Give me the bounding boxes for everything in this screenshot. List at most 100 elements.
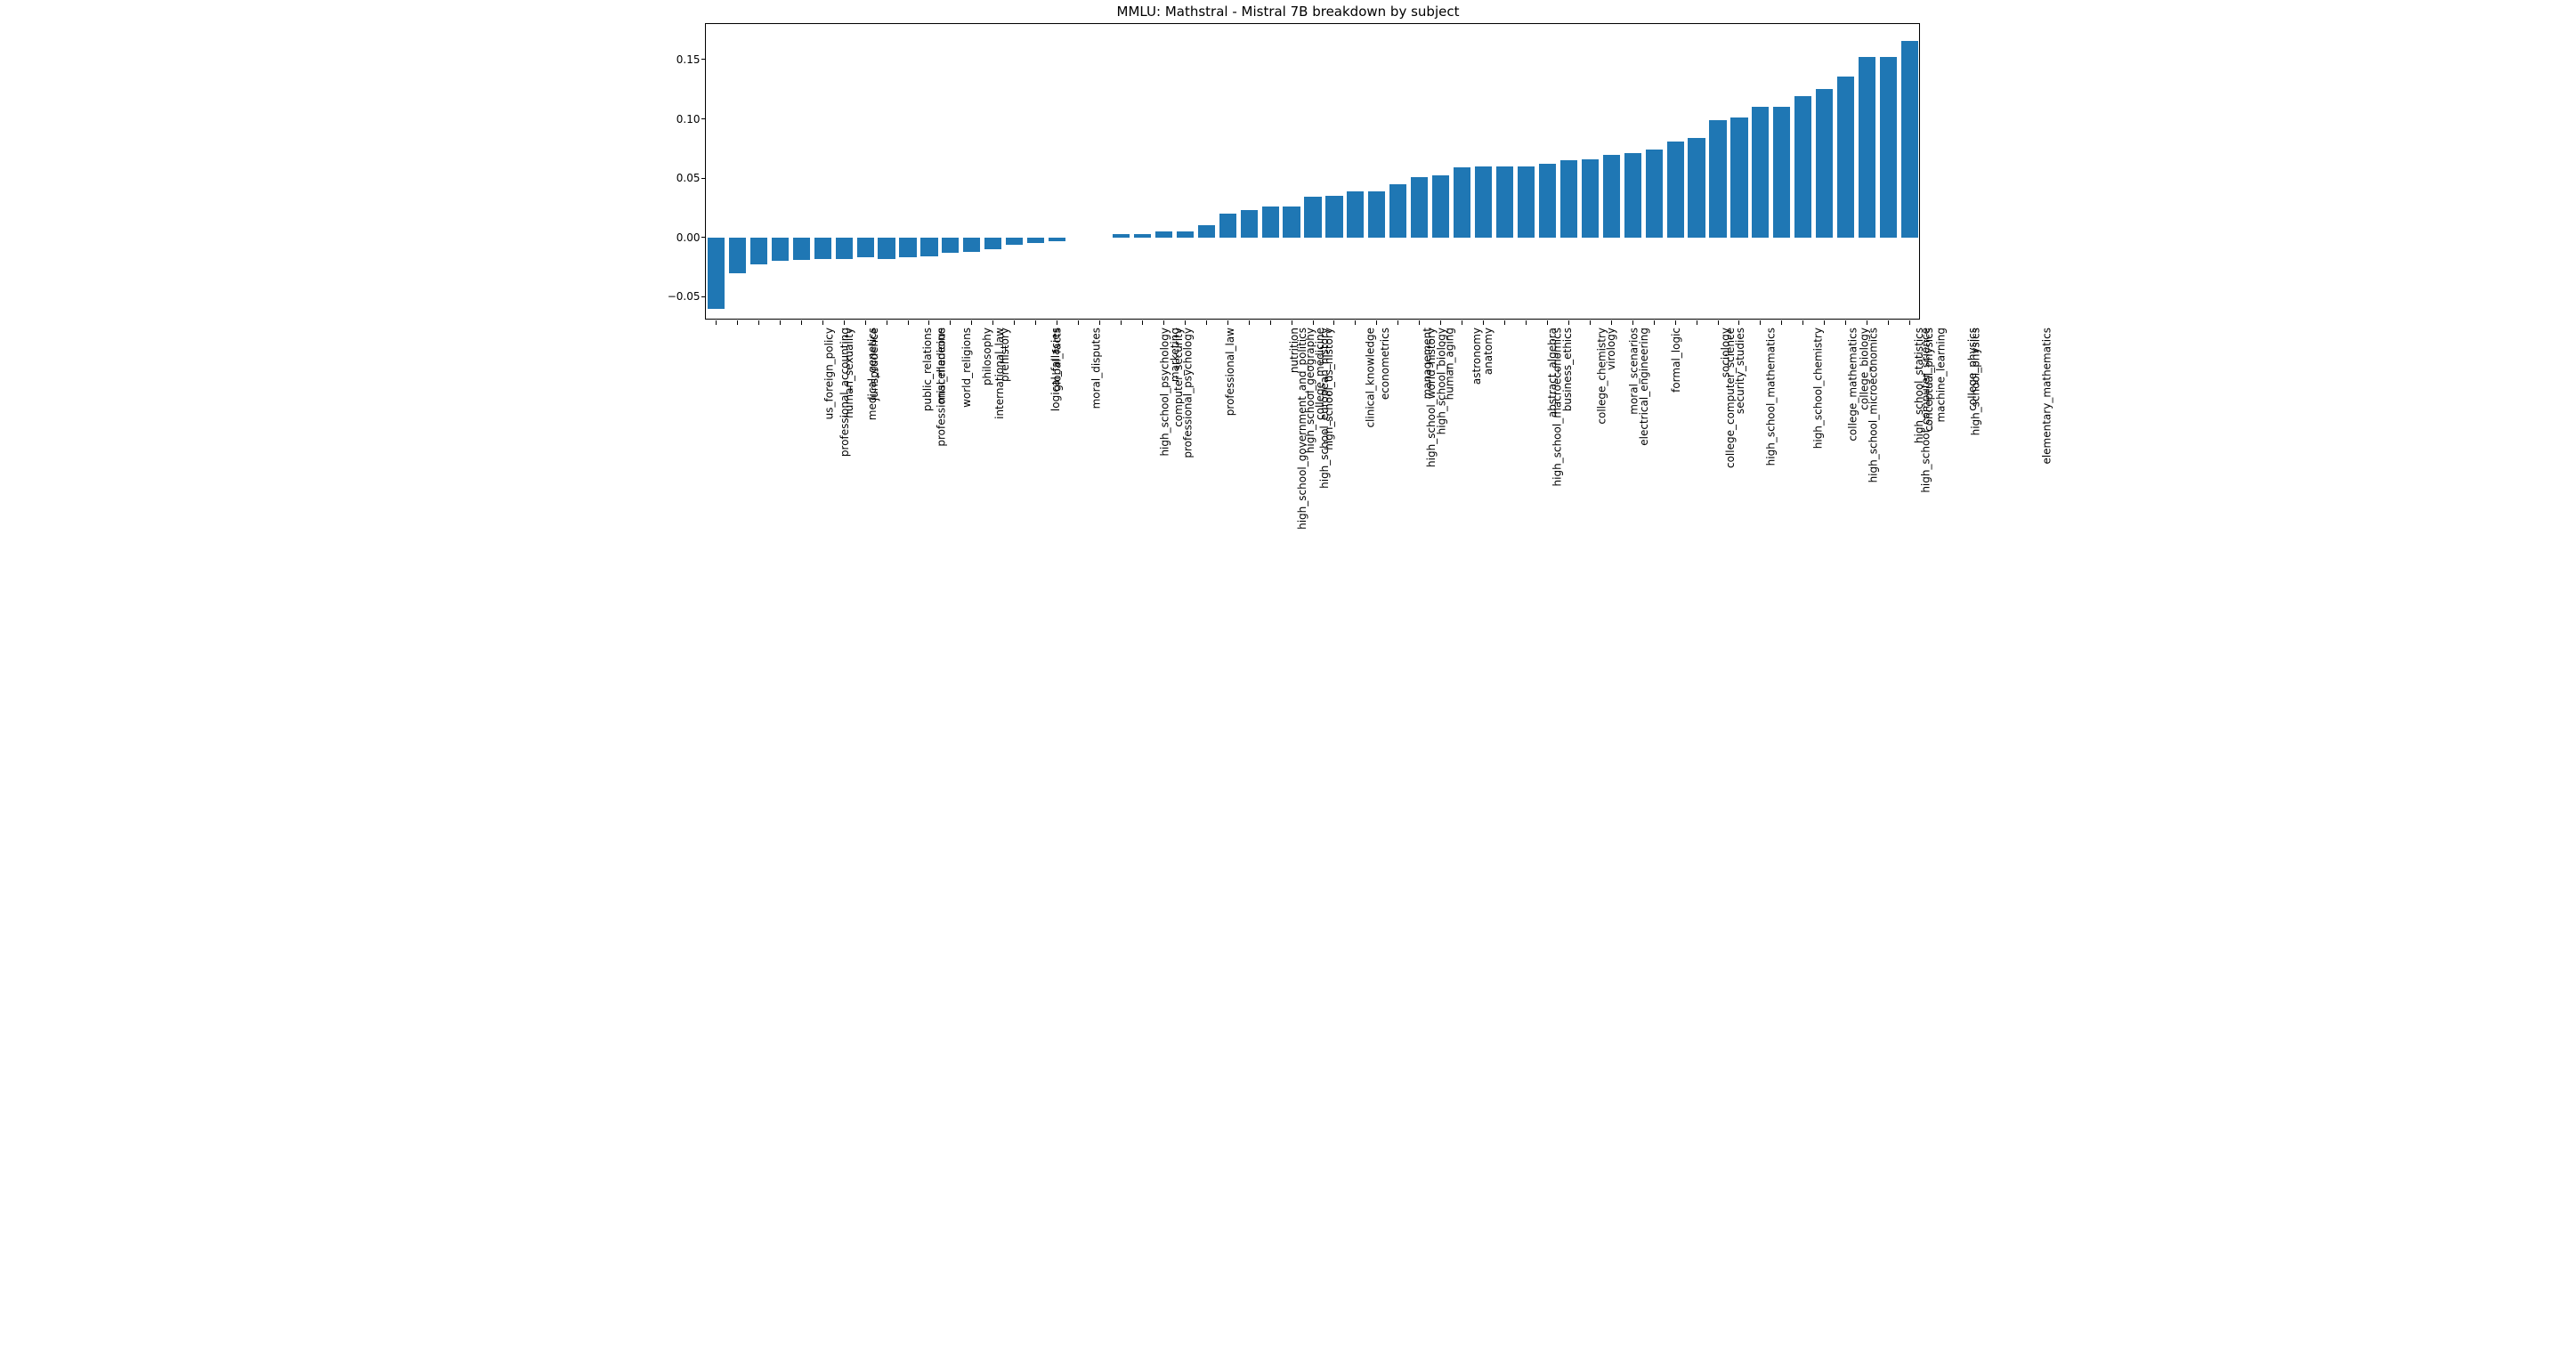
- xtick-label: elementary_mathematics: [2040, 328, 2053, 465]
- xtick-mark: [1078, 320, 1079, 325]
- ytick-label: −0.05: [668, 290, 706, 303]
- xtick-label: moral_scenarios: [1628, 328, 1640, 415]
- bars-container: [706, 24, 1919, 319]
- bar: [1389, 184, 1406, 238]
- bar: [1411, 177, 1428, 238]
- bar: [1624, 153, 1641, 238]
- xtick-label: us_foreign_policy: [823, 328, 836, 419]
- xtick-label: sociology: [1719, 328, 1731, 377]
- xtick-label: college_medicine: [1314, 328, 1326, 420]
- xtick-label: moral_disputes: [1090, 328, 1102, 409]
- bar: [793, 238, 810, 260]
- xtick-mark: [1675, 320, 1676, 325]
- xtick-mark: [1333, 320, 1334, 325]
- bar: [899, 238, 916, 258]
- xtick-label: public_relations: [921, 328, 934, 411]
- xtick-label: nutrition: [1288, 328, 1300, 373]
- bar: [1219, 214, 1236, 238]
- xtick-label: clinical_knowledge: [1365, 328, 1377, 428]
- xtick-mark: [1270, 320, 1271, 325]
- xtick-mark: [1206, 320, 1207, 325]
- xtick-mark: [1014, 320, 1015, 325]
- xtick-mark: [844, 320, 845, 325]
- ytick-label: 0.10: [676, 113, 706, 126]
- xtick-mark: [716, 320, 717, 325]
- bar: [836, 238, 853, 259]
- bar: [1646, 150, 1663, 238]
- xtick-label: security_studies: [1734, 328, 1746, 414]
- xtick-label: prehistory: [999, 328, 1011, 382]
- bar: [708, 238, 725, 309]
- xtick-mark: [1611, 320, 1612, 325]
- xtick-label: philosophy: [981, 328, 993, 385]
- bar: [1730, 117, 1747, 238]
- bar: [1837, 77, 1854, 238]
- bar: [814, 238, 831, 259]
- bar: [1859, 57, 1875, 237]
- xtick-label: college_mathematics: [1847, 328, 1859, 442]
- xtick-label: miscellaneous: [936, 328, 948, 403]
- xtick-mark: [1888, 320, 1889, 325]
- bar: [1816, 89, 1833, 238]
- bar: [1518, 166, 1535, 238]
- bar: [729, 238, 746, 273]
- xtick-label: conceptual_physics: [1923, 328, 1935, 432]
- xtick-mark: [780, 320, 781, 325]
- chart-title: MMLU: Mathstral - Mistral 7B breakdown b…: [644, 4, 1932, 20]
- bar: [1325, 196, 1342, 238]
- bar: [1794, 96, 1811, 238]
- xtick-mark: [865, 320, 866, 325]
- bar: [1582, 159, 1599, 238]
- xtick-label: marketing: [1170, 328, 1182, 382]
- xtick-mark: [737, 320, 738, 325]
- xtick-mark: [822, 320, 823, 325]
- xtick-label: abstract_algebra: [1546, 328, 1559, 417]
- xtick-mark: [801, 320, 802, 325]
- xtick-label: formal_logic: [1670, 328, 1682, 393]
- xtick-mark: [992, 320, 993, 325]
- bar: [1241, 210, 1258, 238]
- bar: [1155, 231, 1172, 238]
- xtick-mark: [1547, 320, 1548, 325]
- bar: [772, 238, 789, 262]
- ytick-label: 0.05: [676, 172, 706, 184]
- bar: [1049, 238, 1065, 241]
- xtick-mark: [1355, 320, 1356, 325]
- xtick-mark: [1718, 320, 1719, 325]
- bar: [1177, 231, 1194, 238]
- xtick-mark: [1568, 320, 1569, 325]
- bar: [1539, 164, 1556, 238]
- bar: [1113, 234, 1130, 238]
- xtick-mark: [758, 320, 759, 325]
- bar: [1773, 107, 1790, 238]
- xtick-label: college_biology: [1859, 328, 1871, 410]
- bar: [1368, 191, 1385, 238]
- xtick-mark: [928, 320, 929, 325]
- bar: [1603, 155, 1620, 238]
- xtick-mark: [1760, 320, 1761, 325]
- xtick-mark: [1738, 320, 1739, 325]
- xtick-label: management: [1421, 328, 1433, 399]
- bar: [1880, 57, 1897, 237]
- xtick-mark: [950, 320, 951, 325]
- xtick-mark: [1376, 320, 1377, 325]
- bar: [1283, 207, 1300, 238]
- xtick-mark: [1313, 320, 1314, 325]
- bar: [1432, 175, 1449, 237]
- xtick-mark: [1163, 320, 1164, 325]
- bar: [1027, 238, 1044, 244]
- bar: [1304, 197, 1321, 237]
- xtick-mark: [1249, 320, 1250, 325]
- xtick-mark: [1824, 320, 1825, 325]
- xtick-mark: [1654, 320, 1655, 325]
- xtick-label: human_sexuality: [843, 328, 855, 418]
- xtick-label: anatomy: [1482, 328, 1495, 375]
- bar: [1709, 120, 1726, 238]
- xtick-mark: [1632, 320, 1633, 325]
- bar: [942, 238, 959, 253]
- xtick-mark: [1099, 320, 1100, 325]
- xtick-label: global_facts: [1051, 328, 1064, 392]
- bar: [1347, 191, 1364, 238]
- xtick-mark: [1121, 320, 1122, 325]
- xtick-label: jurisprudence: [868, 328, 880, 401]
